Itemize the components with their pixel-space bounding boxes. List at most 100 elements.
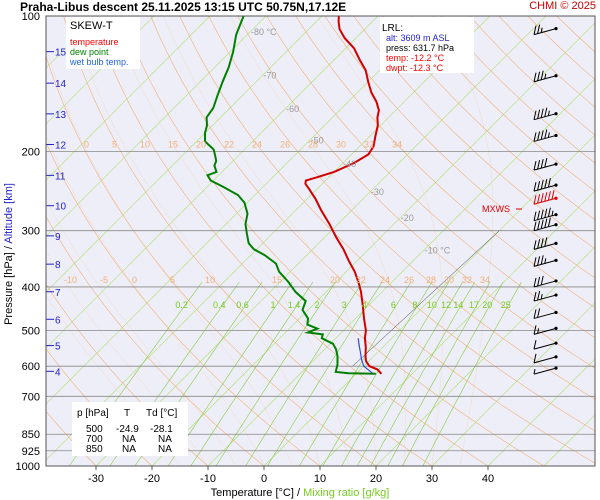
values-table: p [hPa] T Td [°C] 500 -24.9 -28.1 700 NA… — [72, 402, 188, 456]
wind-barb-dot — [554, 183, 558, 187]
wind-barb — [533, 255, 558, 267]
wind-barb-dot — [554, 258, 558, 262]
wind-barb — [533, 308, 558, 319]
moist-adiabat — [229, 16, 406, 466]
wind-barb — [533, 237, 558, 250]
wetbulb-line — [357, 338, 373, 374]
dry-adiabat — [121, 16, 545, 466]
adiabat-label: -10 — [64, 275, 77, 285]
mixing-ratio-label: 20 — [482, 300, 492, 310]
table-cell: 500 — [86, 424, 103, 435]
legend-title: SKEW-T — [70, 20, 113, 32]
adiabat-label: 34 — [480, 275, 490, 285]
wind-barb — [533, 366, 558, 375]
altitude-tick-label: 9 — [55, 232, 61, 243]
isotherm-line — [46, 16, 491, 461]
mixing-ratio-label: 8 — [412, 300, 417, 310]
wind-barb-shaft — [533, 367, 557, 375]
wind-barb-dot — [554, 341, 558, 345]
mixing-ratio-label: 3 — [342, 300, 347, 310]
wind-barb-dot — [554, 213, 558, 217]
wind-barb — [533, 217, 558, 232]
isotherm-label: -30 — [371, 187, 384, 197]
mixing-ratio-label: 0.2 — [175, 300, 188, 310]
wind-barb-feather — [537, 328, 540, 334]
wind-barb — [533, 129, 558, 142]
pressure-tick-label: 925 — [22, 446, 40, 458]
wind-barb-dot — [554, 355, 558, 359]
wind-barb-feather — [533, 309, 537, 319]
altitude-tick-label: 14 — [55, 79, 67, 90]
x-tick-label: 10 — [314, 473, 326, 485]
wind-barb-feather — [537, 276, 541, 287]
adiabat-label: 10 — [140, 139, 150, 149]
x-axis-label-temperature: Temperature [°C] — [211, 487, 294, 499]
wind-barb — [533, 24, 558, 36]
mixing-ratio-label: 25 — [501, 300, 511, 310]
wind-barb-feather — [533, 257, 537, 267]
lrl-dwpt: dwpt: -12.3 °C — [386, 63, 444, 73]
altitude-tick-label: 11 — [55, 171, 66, 182]
adiabat-label: 20 — [196, 139, 206, 149]
wind-barb-feather — [544, 73, 547, 79]
lrl-temp: temp: -12.2 °C — [386, 53, 445, 63]
isotherm-line — [375, 246, 595, 466]
x-axis-label-separator: / — [294, 487, 303, 499]
wind-barb-feather — [551, 190, 555, 200]
mixing-ratio-label: 1 — [271, 300, 276, 310]
wind-barb-feather — [540, 108, 544, 118]
wind-barb-dot — [554, 241, 558, 245]
wind-barb — [533, 275, 558, 288]
wind-barb-feather — [540, 293, 543, 300]
wind-barb — [533, 190, 558, 205]
wind-barb-dot — [554, 366, 558, 370]
wind-barb-feather — [533, 72, 537, 82]
dry-adiabat — [237, 16, 595, 369]
wind-barb — [533, 207, 558, 222]
altitude-tick-label: 4 — [55, 367, 61, 378]
wind-barb-feather — [533, 340, 537, 350]
wind-barb-feather — [544, 192, 548, 202]
x-tick-label: 30 — [426, 473, 438, 485]
y-axis-label-pressure: Pressure [hPa] — [3, 252, 15, 325]
x-tick-label: -20 — [144, 473, 160, 485]
mixing-ratio-label: 4 — [362, 300, 367, 310]
adiabat-label: 26 — [404, 275, 414, 285]
altitude-tick-label: 6 — [55, 315, 61, 326]
x-tick-label: -30 — [88, 473, 104, 485]
wind-barb-feather — [547, 178, 551, 188]
table-header-p: p [hPa] — [77, 408, 109, 419]
isotherm-line — [46, 16, 211, 181]
wind-barb-feather — [537, 194, 541, 204]
pressure-tick-label: 200 — [22, 146, 40, 158]
mixing-ratio-label: 17 — [469, 300, 479, 310]
wind-barb-feather — [540, 209, 544, 219]
pressure-tick-label: 500 — [22, 326, 40, 338]
wind-barb-feather — [547, 132, 550, 138]
dry-adiabat — [63, 16, 433, 466]
x-axis-label-mixing: Mixing ratio [g/kg] — [303, 487, 389, 499]
wind-barb-shaft — [533, 356, 557, 364]
wind-barb-feather — [537, 220, 541, 230]
isotherm-line — [431, 302, 595, 466]
wind-barb-feather — [551, 210, 554, 216]
wind-barb-feather — [533, 160, 537, 171]
wind-barb — [533, 325, 558, 335]
wind-barb — [533, 340, 558, 350]
mixing-ratio-label: 14 — [453, 300, 463, 310]
pressure-tick-label: 1000 — [16, 461, 40, 473]
mixing-ratio-label: 10 — [427, 300, 437, 310]
wind-barb-feather — [544, 218, 548, 228]
wind-barb-feather — [533, 25, 537, 35]
mixing-ratio-label: 0.6 — [236, 300, 249, 310]
adiabat-label: 32 — [462, 275, 472, 285]
wind-barb-dot — [554, 196, 558, 200]
wind-barb-feather — [544, 179, 548, 189]
wind-barb-feather — [537, 131, 541, 141]
wind-barb-feather — [537, 290, 541, 301]
y-axis-label-separator: / — [3, 244, 15, 253]
isotherm-line — [95, 16, 547, 466]
table-cell: NA — [122, 444, 136, 455]
wind-barb-feather — [544, 237, 548, 247]
